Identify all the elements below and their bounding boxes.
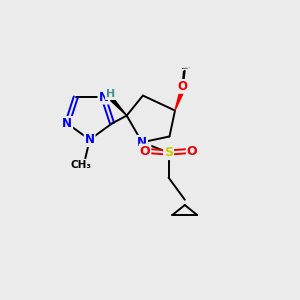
Text: N: N (62, 117, 72, 130)
Text: CH₃: CH₃ (70, 160, 91, 170)
Text: N: N (98, 91, 109, 103)
Text: N: N (85, 133, 94, 146)
Text: O: O (177, 80, 188, 93)
Text: methoxy: methoxy (185, 67, 191, 68)
Text: O: O (140, 145, 150, 158)
Text: H: H (106, 89, 115, 99)
Polygon shape (175, 89, 184, 110)
Text: N: N (137, 136, 147, 149)
Polygon shape (111, 98, 127, 116)
Text: S: S (164, 146, 173, 159)
Text: methoxy: methoxy (182, 68, 189, 69)
Text: O: O (187, 145, 197, 158)
